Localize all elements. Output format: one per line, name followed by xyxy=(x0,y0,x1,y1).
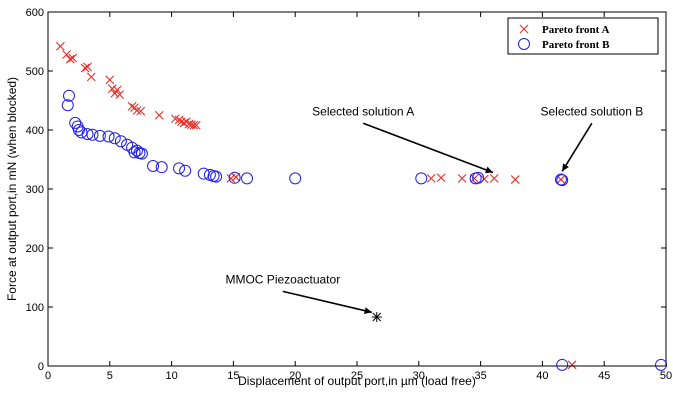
data-point xyxy=(63,89,76,102)
data-point xyxy=(80,63,90,73)
annotation-arrowhead xyxy=(484,166,493,174)
data-point xyxy=(105,75,115,85)
legend-box xyxy=(507,17,659,55)
data-point xyxy=(510,175,520,184)
x-tick-label: 20 xyxy=(289,370,301,382)
y-tick-label: 500 xyxy=(26,66,44,78)
y-axis-label: Force at output port,in mN (when blocked… xyxy=(5,77,19,301)
data-point xyxy=(415,172,428,185)
data-point xyxy=(556,174,569,187)
data-point xyxy=(155,161,168,174)
data-point xyxy=(655,358,668,371)
y-tick-label: 300 xyxy=(26,184,44,196)
annotation-arrow xyxy=(362,122,494,174)
annotations-layer: Selected solution A Selected solution B MM… xyxy=(225,104,643,315)
data-point xyxy=(426,173,436,183)
data-point xyxy=(489,173,499,183)
data-point xyxy=(197,167,210,180)
x-tick-label: 45 xyxy=(598,370,610,382)
data-point xyxy=(184,119,194,129)
series-1 xyxy=(61,89,668,371)
data-point xyxy=(112,85,122,95)
x-tick-label: 50 xyxy=(660,370,672,382)
data-point xyxy=(61,99,74,112)
data-point xyxy=(154,110,164,120)
data-series-layer xyxy=(55,41,668,371)
data-point xyxy=(457,173,467,183)
data-point xyxy=(191,120,201,130)
x-tick-label: 30 xyxy=(413,370,425,382)
data-point xyxy=(567,360,577,370)
legend-entry: Pareto front A xyxy=(542,24,609,36)
data-point xyxy=(69,116,82,129)
data-point xyxy=(189,120,199,130)
x-tick-label: 10 xyxy=(165,370,177,382)
data-point xyxy=(470,173,479,183)
x-tick-label: 15 xyxy=(227,370,239,382)
annotation-label: Selected solution A xyxy=(312,104,414,118)
data-point xyxy=(114,135,127,148)
data-point xyxy=(240,172,253,185)
x-tick-label: 35 xyxy=(474,370,486,382)
data-point xyxy=(81,128,94,141)
data-point xyxy=(226,173,236,183)
data-point xyxy=(65,54,75,64)
data-point xyxy=(86,128,99,141)
data-point xyxy=(72,124,85,136)
x-tick-label: 25 xyxy=(351,370,363,382)
data-point xyxy=(179,118,189,128)
data-point xyxy=(289,172,302,185)
y-tick-label: 600 xyxy=(26,7,44,19)
data-point xyxy=(55,41,65,51)
data-point xyxy=(128,146,141,159)
annotation-arrowhead xyxy=(364,307,372,315)
data-point xyxy=(115,90,125,99)
annotation-label: Selected solution B xyxy=(540,104,643,118)
data-point xyxy=(136,106,146,116)
data-point xyxy=(75,126,88,139)
data-point xyxy=(107,84,117,94)
data-point xyxy=(62,50,71,59)
data-point xyxy=(556,358,569,371)
data-point xyxy=(93,129,106,142)
x-tick-label: 5 xyxy=(107,370,113,382)
x-axis-label: Displacement of output port,in µm (load … xyxy=(238,374,476,388)
legend-marker xyxy=(518,38,530,50)
x-tick-label: 0 xyxy=(45,370,51,382)
data-point xyxy=(436,173,446,183)
data-point xyxy=(173,162,186,175)
data-point xyxy=(108,132,121,145)
data-point xyxy=(210,170,223,183)
data-point xyxy=(127,102,137,111)
data-point xyxy=(179,164,192,177)
data-point xyxy=(147,159,160,172)
data-point xyxy=(472,171,485,184)
annotation-arrow xyxy=(561,122,593,172)
data-point xyxy=(135,147,148,160)
y-tick-label: 200 xyxy=(26,243,44,255)
data-point xyxy=(371,312,382,323)
series-2 xyxy=(371,312,382,323)
y-tick-label: 0 xyxy=(38,361,44,373)
annotation-label: MMOC Piezoactuator xyxy=(225,272,340,286)
data-point xyxy=(102,130,115,143)
legend: Pareto front A Pareto front B xyxy=(507,17,659,55)
y-tick-label: 100 xyxy=(26,302,44,314)
data-point xyxy=(132,106,142,115)
data-point xyxy=(83,62,92,72)
legend-entry: Pareto front B xyxy=(542,39,610,51)
data-point xyxy=(68,53,78,63)
x-tick-label: 40 xyxy=(536,370,548,382)
data-point xyxy=(86,72,96,82)
annotation-arrowhead xyxy=(562,163,569,172)
legend-marker xyxy=(519,24,529,34)
y-tick-label: 400 xyxy=(26,125,44,137)
data-point xyxy=(228,171,241,184)
plot-area-frame xyxy=(47,11,667,367)
series-0 xyxy=(55,41,577,370)
annotation-arrow xyxy=(282,290,373,314)
